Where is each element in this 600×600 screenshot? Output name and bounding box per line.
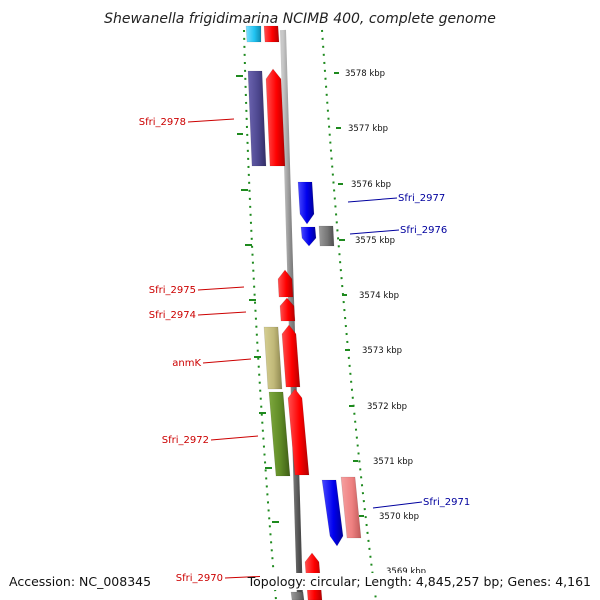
gene-label-sfri-2970[interactable]: Sfri_2970 bbox=[176, 573, 223, 584]
label-leaders bbox=[187, 118, 423, 579]
gene-sfri-2974[interactable] bbox=[279, 297, 296, 322]
genome-title: Shewanella frigidimarina NCIMB 400, comp… bbox=[104, 11, 496, 27]
footer-summary: Topology: circular; Length: 4,845,257 bp… bbox=[247, 574, 591, 589]
gene-red-partial-top[interactable] bbox=[263, 25, 280, 43]
gene-gray-bottom[interactable] bbox=[290, 591, 305, 600]
tick-marks bbox=[236, 72, 364, 523]
gene-sfri-2977[interactable] bbox=[297, 181, 315, 225]
gene-purple[interactable] bbox=[247, 70, 267, 167]
tick-label-3569: 3569 kbp bbox=[386, 567, 426, 577]
footer-summary-bg bbox=[260, 573, 596, 590]
gene-anmk[interactable] bbox=[281, 324, 301, 388]
gene-label-sfri-2978[interactable]: Sfri_2978 bbox=[139, 117, 186, 128]
tick-label-3576: 3576 kbp bbox=[351, 180, 391, 190]
outer-dotted-track bbox=[321, 29, 377, 600]
tick-label-3573: 3573 kbp bbox=[362, 346, 402, 356]
gene-label-anmk[interactable]: anmK bbox=[172, 358, 201, 369]
gene-khaki[interactable] bbox=[263, 326, 283, 390]
gene-label-sfri-2976[interactable]: Sfri_2976 bbox=[400, 225, 447, 236]
gene-sfri-2978[interactable] bbox=[265, 68, 286, 167]
footer-accession-bg bbox=[6, 573, 146, 590]
tick-label-3570: 3570 kbp bbox=[379, 512, 419, 522]
tick-label-3572: 3572 kbp bbox=[367, 402, 407, 412]
gene-label-sfri-2977[interactable]: Sfri_2977 bbox=[398, 193, 445, 204]
gene-pink[interactable] bbox=[340, 476, 362, 539]
gene-glyphs bbox=[245, 25, 362, 600]
gene-sfri-2975[interactable] bbox=[277, 269, 294, 298]
gene-label-sfri-2972[interactable]: Sfri_2972 bbox=[162, 435, 209, 446]
footer-accession: Accession: NC_008345 bbox=[9, 574, 151, 589]
gene-olive[interactable] bbox=[268, 391, 291, 477]
gene-label-sfri-2971[interactable]: Sfri_2971 bbox=[423, 497, 470, 508]
tick-label-3575: 3575 kbp bbox=[355, 236, 395, 246]
gene-gray[interactable] bbox=[318, 225, 335, 247]
inner-dotted-track bbox=[243, 29, 277, 600]
gene-sfri-2976[interactable] bbox=[300, 226, 317, 247]
gene-label-sfri-2974[interactable]: Sfri_2974 bbox=[149, 310, 196, 321]
gene-sfri-2971[interactable] bbox=[321, 479, 344, 547]
genome-backbone bbox=[280, 29, 303, 600]
tick-label-3577: 3577 kbp bbox=[348, 124, 388, 134]
gene-sfri-2972[interactable] bbox=[287, 388, 310, 476]
tick-label-3578: 3578 kbp bbox=[345, 69, 385, 79]
gene-cyan-partial[interactable] bbox=[245, 25, 262, 43]
tick-label-3574: 3574 kbp bbox=[359, 291, 399, 301]
tick-label-3571: 3571 kbp bbox=[373, 457, 413, 467]
gene-label-sfri-2975[interactable]: Sfri_2975 bbox=[149, 285, 196, 296]
